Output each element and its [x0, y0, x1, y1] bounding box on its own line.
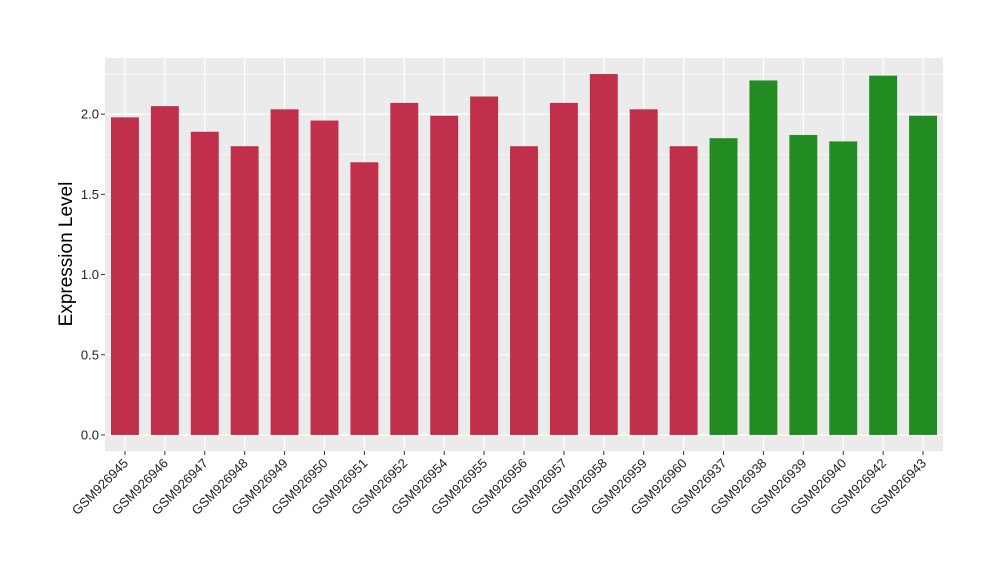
y-axis-title: Expression Level — [56, 182, 77, 327]
bar-GSM926958 — [589, 74, 618, 435]
bar-GSM926955 — [470, 96, 499, 435]
y-tick-label: 0.5 — [81, 347, 99, 362]
y-tick-label: 2.0 — [81, 107, 99, 122]
bar-GSM926939 — [789, 134, 818, 435]
x-axis: GSM926945GSM926946GSM926947GSM926948GSM9… — [69, 451, 929, 518]
bar-GSM926942 — [869, 75, 898, 435]
bar-GSM926938 — [749, 80, 778, 435]
bar-GSM926945 — [110, 117, 139, 435]
bar-GSM926937 — [709, 138, 738, 435]
y-tick-label: 0.0 — [81, 427, 99, 442]
bar-GSM926952 — [390, 102, 419, 435]
bar-GSM926957 — [549, 102, 578, 435]
bar-GSM926959 — [629, 109, 658, 435]
bar-GSM926947 — [190, 131, 219, 435]
bar-GSM926949 — [270, 109, 299, 435]
bar-GSM926943 — [909, 115, 938, 435]
bar-GSM926946 — [150, 106, 179, 435]
bar-GSM926940 — [829, 141, 858, 435]
bar-GSM926948 — [230, 146, 259, 435]
bar-GSM926956 — [510, 146, 538, 435]
bar-GSM926960 — [669, 146, 698, 435]
y-tick-label: 1.5 — [81, 187, 99, 202]
y-tick-label: 1.0 — [81, 267, 99, 282]
bar-GSM926954 — [430, 115, 459, 435]
bar-GSM926951 — [350, 162, 379, 435]
y-axis: 0.0 0.5 1.0 1.5 2.0 — [81, 107, 105, 442]
bars — [110, 74, 938, 435]
bar-GSM926950 — [310, 120, 339, 435]
